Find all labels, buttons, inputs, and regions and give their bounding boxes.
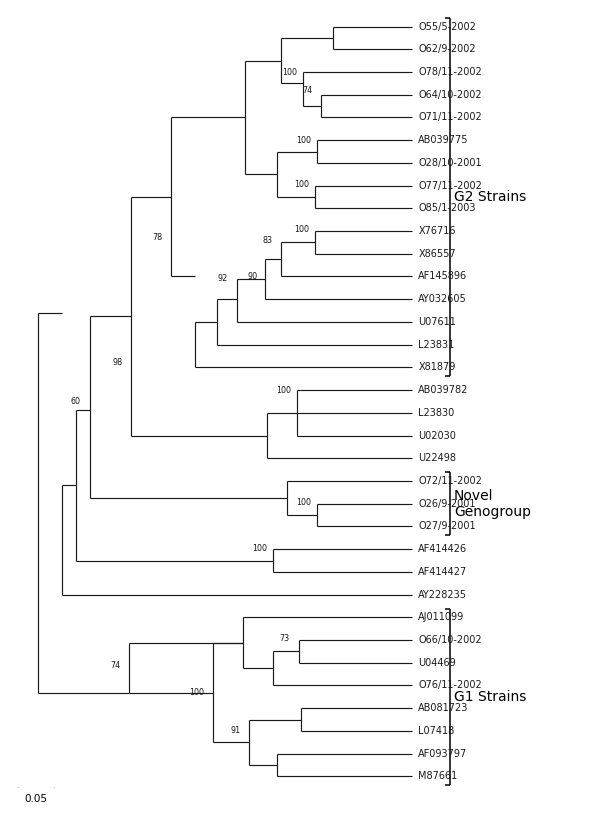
Text: 60: 60	[71, 397, 81, 406]
Text: 100: 100	[296, 498, 311, 507]
Text: AF145896: AF145896	[418, 272, 467, 282]
Text: AB039782: AB039782	[418, 385, 469, 395]
Text: AB039775: AB039775	[418, 135, 469, 145]
Text: 100: 100	[293, 225, 308, 235]
Text: 91: 91	[230, 727, 240, 736]
Text: O64/10-2002: O64/10-2002	[418, 90, 482, 100]
Text: 100: 100	[282, 68, 297, 76]
Text: 92: 92	[218, 274, 228, 283]
Text: Novel
Genogroup: Novel Genogroup	[454, 489, 531, 519]
Text: AF414426: AF414426	[418, 544, 467, 554]
Text: 100: 100	[190, 688, 205, 697]
Text: O78/11-2002: O78/11-2002	[418, 67, 482, 77]
Text: 74: 74	[302, 85, 313, 95]
Text: 83: 83	[262, 235, 272, 245]
Text: L07418: L07418	[418, 726, 454, 736]
Text: O71/11-2002: O71/11-2002	[418, 112, 482, 122]
Text: O76/11-2002: O76/11-2002	[418, 680, 482, 691]
Text: X76716: X76716	[418, 226, 456, 236]
Text: AB081723: AB081723	[418, 703, 469, 713]
Text: G2 Strains: G2 Strains	[454, 190, 526, 204]
Text: O72/11-2002: O72/11-2002	[418, 476, 482, 486]
Text: AF093797: AF093797	[418, 748, 467, 758]
Text: G1 Strains: G1 Strains	[454, 690, 526, 704]
Text: AY032605: AY032605	[418, 294, 467, 304]
Text: AJ011099: AJ011099	[418, 613, 464, 623]
Text: 100: 100	[296, 136, 311, 145]
Text: O28/10-2001: O28/10-2001	[418, 158, 482, 168]
Text: O85/1-2003: O85/1-2003	[418, 204, 476, 214]
Text: AF414427: AF414427	[418, 566, 467, 577]
Text: O66/10-2002: O66/10-2002	[418, 635, 482, 645]
Text: U02030: U02030	[418, 431, 456, 441]
Text: O26/9-2001: O26/9-2001	[418, 499, 476, 509]
Text: U04469: U04469	[418, 658, 456, 668]
Text: U07611: U07611	[418, 317, 456, 327]
Text: O62/9-2002: O62/9-2002	[418, 44, 476, 54]
Text: O27/9-2001: O27/9-2001	[418, 521, 476, 531]
Text: O77/11-2002: O77/11-2002	[418, 181, 482, 190]
Text: U22498: U22498	[418, 453, 456, 463]
Text: X86557: X86557	[418, 249, 456, 259]
Text: M87661: M87661	[418, 771, 457, 781]
Text: 98: 98	[113, 359, 122, 367]
Text: 100: 100	[276, 385, 291, 395]
Text: AY228235: AY228235	[418, 590, 467, 600]
Text: 73: 73	[280, 634, 290, 644]
Text: X81879: X81879	[418, 362, 455, 372]
Text: 100: 100	[252, 544, 267, 552]
Text: L23830: L23830	[418, 408, 454, 418]
Text: 100: 100	[293, 180, 308, 189]
Text: O55/5-2002: O55/5-2002	[418, 22, 476, 32]
Text: 74: 74	[110, 660, 121, 670]
Text: 78: 78	[152, 234, 163, 242]
Text: 0.05: 0.05	[25, 794, 47, 804]
Text: 90: 90	[248, 272, 258, 281]
Text: L23831: L23831	[418, 339, 454, 349]
